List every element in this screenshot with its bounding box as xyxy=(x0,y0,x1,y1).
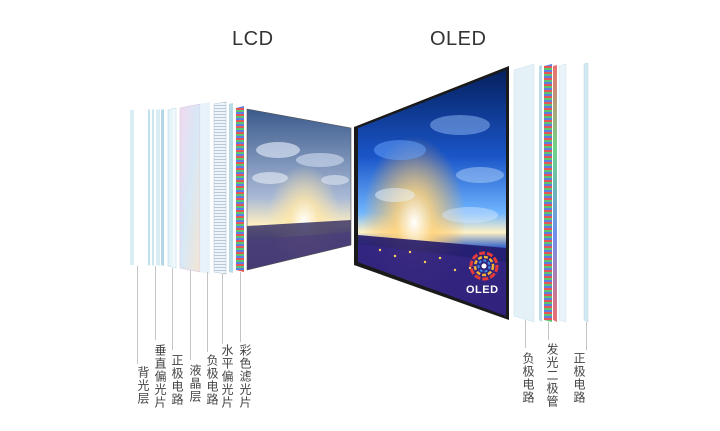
lcd-label-vertical-polarizer: 垂直偏光片 xyxy=(153,344,167,409)
lcd-label-positive-electrode: 正极电路 xyxy=(170,354,184,406)
lcd-leader-line xyxy=(172,268,173,350)
lcd-leader-line xyxy=(190,270,191,360)
oled-led-layer xyxy=(544,64,552,322)
lcd-leader-line xyxy=(155,266,156,340)
lcd-positive-electrode-layer xyxy=(167,107,177,269)
oled-leader-line xyxy=(586,322,587,350)
oled-logo xyxy=(469,251,499,281)
lcd-screen xyxy=(246,108,352,271)
lcd-color-filter-layer xyxy=(236,106,244,272)
lcd-label-horizontal-polarizer: 水平偏光片 xyxy=(220,344,234,409)
oled-title: OLED xyxy=(430,28,487,50)
oled-label-led: 发光二极管 xyxy=(545,343,559,408)
oled-leader-line xyxy=(548,322,549,340)
lcd-label-negative-electrode: 负极电路 xyxy=(205,354,219,406)
lcd-title: LCD xyxy=(232,28,274,50)
lcd-hpolarizer-layer xyxy=(229,103,233,273)
lcd-liquid-crystal-layer xyxy=(179,103,201,273)
oled-negative-electrode-layer xyxy=(513,63,535,323)
lcd-vpolarizer-layer xyxy=(148,109,150,266)
lcd-leader-line xyxy=(207,272,208,352)
oled-positive-electrode-layer xyxy=(583,62,589,323)
oled-label-positive-electrode: 正极电路 xyxy=(572,352,586,404)
oled-logo-text: OLED xyxy=(466,284,499,296)
oled-screen xyxy=(354,66,509,320)
lcd-leader-line xyxy=(137,266,138,364)
lcd-label-liquid-crystal: 液晶层 xyxy=(188,364,202,403)
lcd-label-backlight: 背光层 xyxy=(136,366,150,405)
oled-label-negative-electrode: 负极电路 xyxy=(521,352,535,404)
lcd-leader-line xyxy=(240,272,241,342)
lcd-leader-line xyxy=(222,274,223,344)
lcd-negative-electrode-layer xyxy=(213,101,227,275)
lcd-backlight-layer xyxy=(130,110,134,265)
lcd-label-color-filter: 彩色滤光片 xyxy=(238,344,252,409)
oled-leader-line xyxy=(525,320,526,348)
